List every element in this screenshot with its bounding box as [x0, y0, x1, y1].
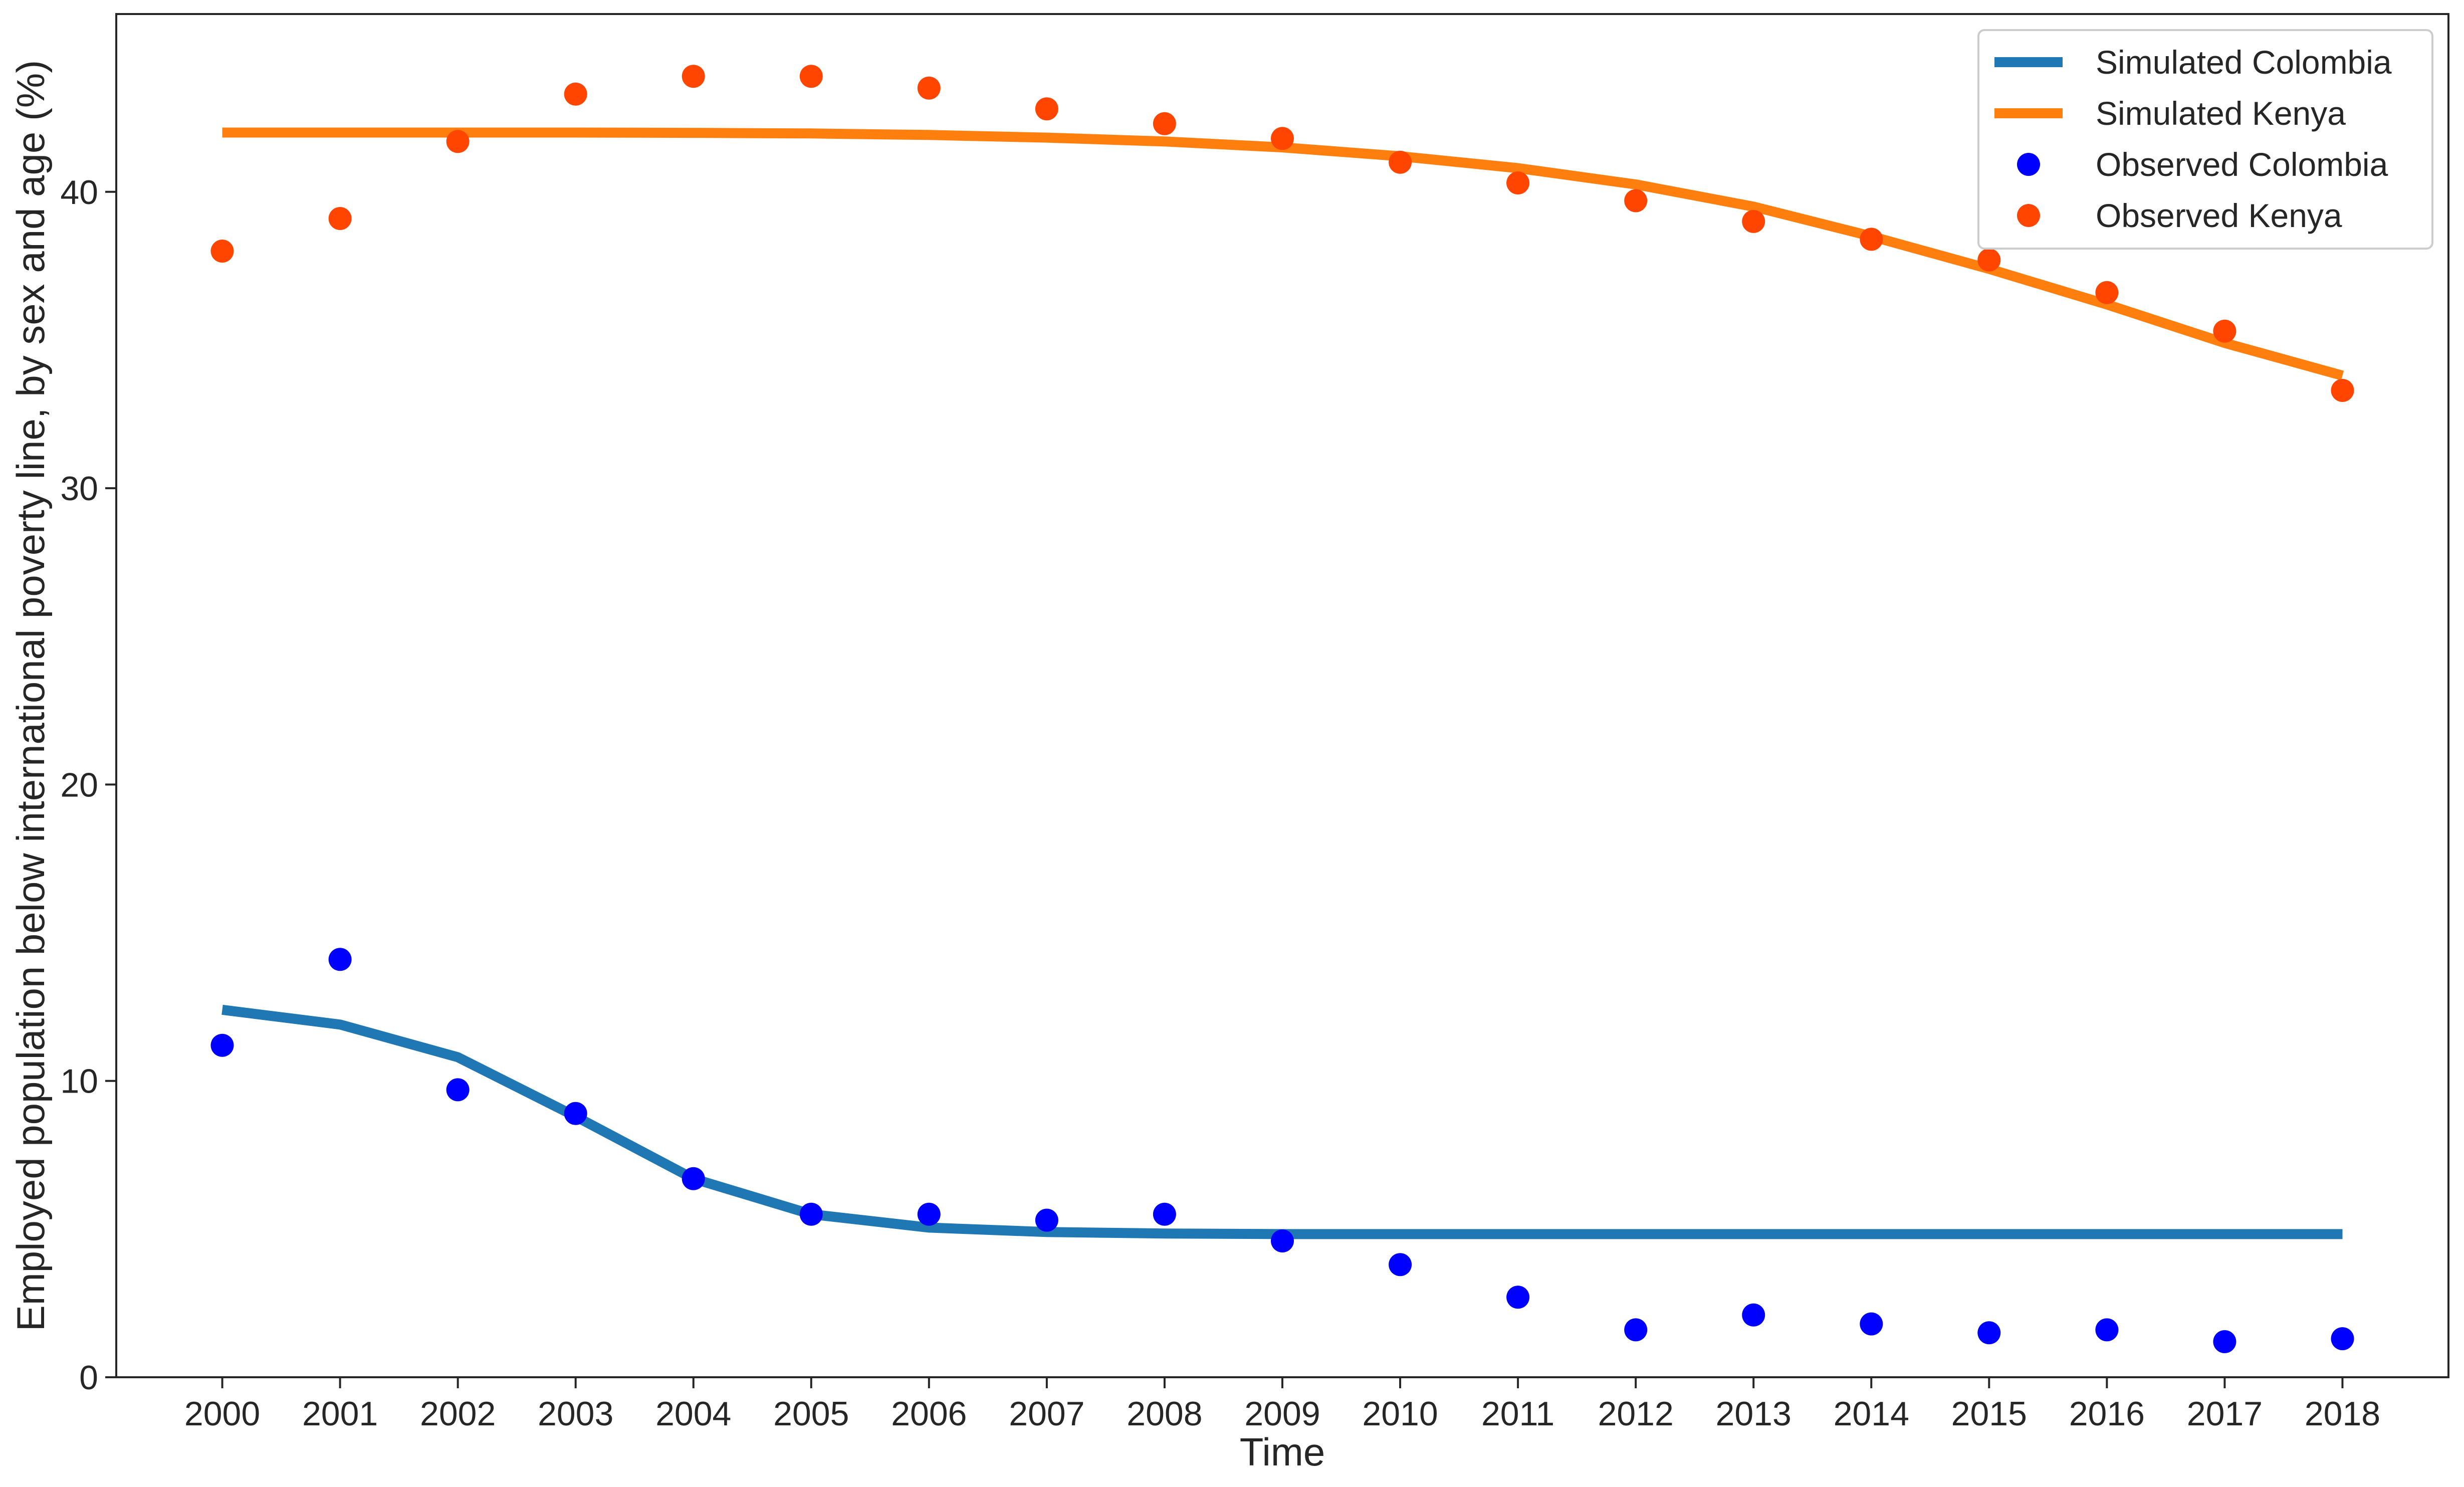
legend-box: [1977, 29, 2433, 250]
observed-colombia-point: [1860, 1312, 1883, 1336]
x-tick-label: 2011: [1481, 1395, 1554, 1433]
legend-label-simulated-kenya: Simulated Kenya: [2096, 95, 2346, 132]
observed-colombia-point: [210, 1033, 234, 1057]
observed-kenya-point: [1742, 209, 1765, 233]
observed-kenya-point: [1860, 228, 1883, 251]
observed-colombia-point: [2213, 1330, 2236, 1353]
observed-kenya-point: [682, 65, 705, 88]
x-tick-label: 2012: [1598, 1395, 1674, 1433]
y-tick-label: 30: [60, 470, 98, 508]
observed-colombia-point: [1035, 1208, 1058, 1232]
observed-colombia-point: [2095, 1318, 2119, 1342]
observed-colombia-point: [917, 1202, 941, 1226]
observed-colombia-point: [1271, 1229, 1294, 1252]
observed-colombia-point: [1506, 1286, 1530, 1309]
observed-kenya-point: [799, 65, 823, 88]
observed-kenya-point: [2095, 281, 2119, 304]
x-tick-label: 2018: [2305, 1395, 2380, 1433]
x-tick-label: 2000: [184, 1395, 260, 1433]
legend-swatch-observed-colombia: [2017, 153, 2040, 176]
x-tick-label: 2004: [655, 1395, 731, 1433]
y-tick-label: 0: [79, 1359, 98, 1397]
observed-colombia-point: [2331, 1327, 2354, 1351]
y-tick-label: 20: [60, 766, 98, 804]
legend-swatch-observed-kenya: [2017, 204, 2040, 227]
observed-colombia-point: [682, 1167, 705, 1190]
observed-kenya-point: [2331, 379, 2354, 402]
x-tick-label: 2015: [1951, 1395, 2027, 1433]
observed-colombia-point: [1624, 1318, 1648, 1342]
observed-kenya-point: [1035, 97, 1058, 121]
observed-kenya-point: [210, 240, 234, 263]
legend: Simulated Colombia Simulated Kenya Observe…: [1977, 29, 2433, 250]
x-tick-label: 2002: [420, 1395, 496, 1433]
x-tick-label: 2005: [773, 1395, 849, 1433]
y-axis-label: Employed population below international …: [9, 60, 53, 1332]
observed-kenya-point: [2213, 319, 2236, 343]
observed-kenya-point: [1506, 171, 1530, 194]
observed-kenya-point: [917, 76, 941, 100]
observed-kenya-point: [564, 82, 587, 106]
legend-label-simulated-colombia: Simulated Colombia: [2096, 44, 2392, 81]
y-tick-label: 10: [60, 1063, 98, 1101]
series-layer: [210, 65, 2354, 1353]
x-tick-label: 2006: [891, 1395, 967, 1433]
observed-kenya-point: [1977, 248, 2001, 272]
observed-colombia-point: [1389, 1253, 1412, 1277]
legend-label-observed-colombia: Observed Colombia: [2096, 146, 2388, 183]
observed-colombia-point: [328, 948, 352, 971]
x-tick-label: 2003: [538, 1395, 613, 1433]
x-tick-label: 2001: [302, 1395, 378, 1433]
x-tick-label: 2017: [2187, 1395, 2263, 1433]
x-axis-label: Time: [1240, 1430, 1325, 1474]
observed-colombia-point: [1153, 1202, 1176, 1226]
observed-kenya-point: [328, 207, 352, 230]
legend-label-observed-kenya: Observed Kenya: [2096, 197, 2342, 234]
x-tick-label: 2010: [1362, 1395, 1438, 1433]
x-tick-label: 2007: [1009, 1395, 1084, 1433]
axes-layer: 2000 2001 2002 2003 2004 2005 2006 2007 2008 2009…: [60, 13, 2449, 1433]
observed-kenya-point: [1153, 112, 1176, 135]
x-tick-label: 2008: [1127, 1395, 1202, 1433]
observed-colombia-point: [446, 1078, 470, 1102]
x-tick-label: 2014: [1834, 1395, 1909, 1433]
observed-colombia-point: [1742, 1303, 1765, 1327]
observed-kenya-point: [1271, 127, 1294, 150]
observed-kenya-point: [446, 130, 470, 153]
x-tick-label: 2013: [1716, 1395, 1791, 1433]
observed-colombia-point: [1977, 1321, 2001, 1345]
observed-colombia-point: [564, 1102, 587, 1125]
y-tick-label: 40: [60, 173, 98, 211]
simulated-colombia-line: [221, 1004, 2343, 1239]
observed-kenya-point: [1624, 189, 1648, 213]
observed-colombia-point: [799, 1202, 823, 1226]
x-tick-label: 2009: [1244, 1395, 1320, 1433]
x-tick-label: 2016: [2069, 1395, 2145, 1433]
observed-kenya-point: [1389, 150, 1412, 174]
